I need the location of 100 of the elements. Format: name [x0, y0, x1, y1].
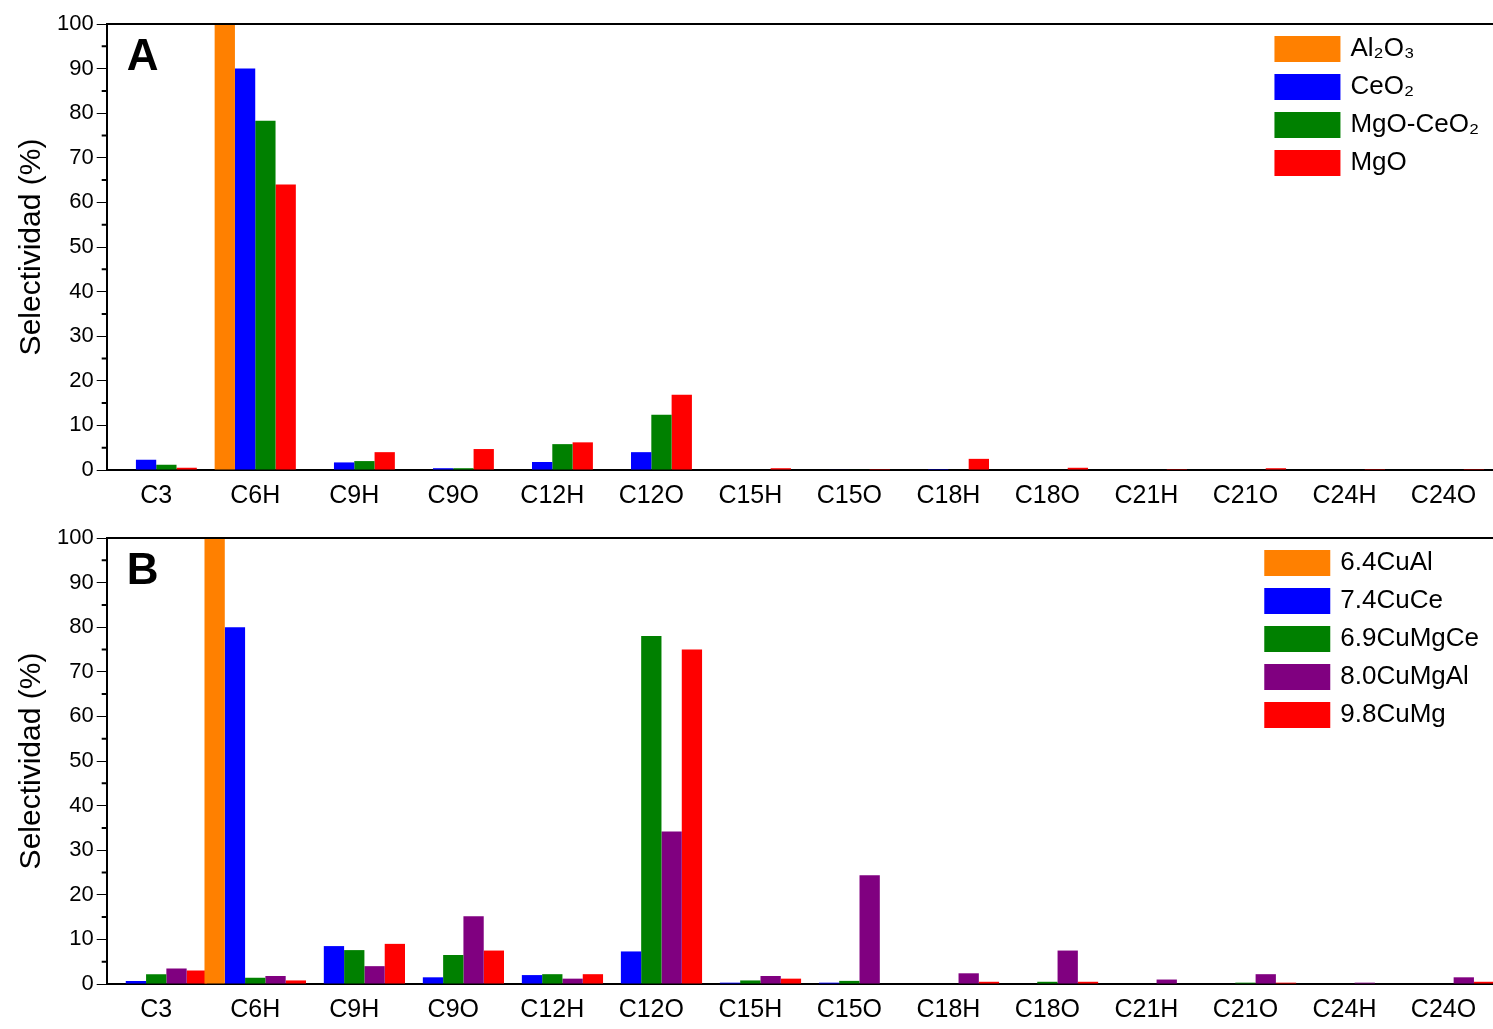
x-tick-label: C15O: [816, 479, 883, 508]
bar: [958, 973, 979, 984]
x-tick-label: C12O: [618, 993, 684, 1022]
annotation: B: [126, 544, 159, 594]
x-tick-label: C24O: [1410, 993, 1477, 1022]
y-tick-label: 50: [69, 233, 94, 259]
y-tick-label: 70: [69, 143, 94, 169]
y-tick-label: 60: [69, 188, 94, 214]
x-tick-label: C6H: [230, 993, 281, 1022]
bar: [224, 627, 246, 984]
legend-label: MgO: [1350, 146, 1407, 177]
x-tick-label: C12H: [520, 993, 585, 1022]
bar: [542, 974, 563, 984]
y-tick-label: 100: [56, 10, 94, 36]
bar: [166, 968, 187, 984]
x-tick-label: C21H: [1114, 479, 1179, 508]
legend-label: 6.9CuMgCe: [1340, 622, 1479, 653]
x-tick-label: C6H: [230, 479, 281, 508]
legend-label: 9.8CuMg: [1340, 698, 1446, 729]
y-tick-label: 10: [69, 411, 94, 437]
x-tick-label: C9O: [427, 479, 479, 508]
y-tick-label: 80: [69, 613, 94, 639]
x-tick-label: C15H: [718, 993, 783, 1022]
annotation: A: [126, 30, 159, 80]
bar: [473, 449, 494, 470]
x-tick-label: C12O: [618, 479, 684, 508]
bar: [552, 444, 573, 470]
y-axis-title: Selectividad (%): [13, 138, 47, 356]
bar: [135, 459, 157, 470]
legend-label: 8.0CuMgAl: [1340, 660, 1469, 691]
y-axis-title: Selectividad (%): [13, 652, 47, 870]
legend-label: 7.4CuCe: [1340, 584, 1443, 615]
bar: [374, 452, 395, 470]
x-tick-label: C18O: [1014, 479, 1081, 508]
x-tick-label: C18O: [1014, 993, 1081, 1022]
x-tick-label: C24H: [1312, 479, 1377, 508]
legend-label: CeO₂: [1350, 70, 1415, 101]
bar: [275, 184, 296, 470]
y-tick-label: 30: [69, 322, 94, 348]
y-tick-label: 20: [69, 366, 94, 392]
bar: [1057, 950, 1078, 984]
x-tick-label: C3: [140, 479, 173, 508]
legend-label: Al₂O₃: [1350, 32, 1415, 63]
bar: [760, 975, 781, 984]
y-tick-label: 0: [81, 456, 94, 482]
x-tick-label: C21O: [1212, 993, 1279, 1022]
x-tick-label: C9H: [329, 479, 380, 508]
bar: [582, 974, 604, 984]
y-tick-label: 90: [69, 568, 94, 594]
x-tick-label: C18H: [916, 479, 981, 508]
y-tick-label: 50: [69, 747, 94, 773]
x-tick-label: C21H: [1114, 993, 1179, 1022]
bar: [661, 831, 682, 984]
y-tick-label: 10: [69, 925, 94, 951]
bar: [1156, 979, 1177, 984]
y-tick-label: 70: [69, 657, 94, 683]
y-tick-label: 80: [69, 99, 94, 125]
bar: [146, 974, 167, 984]
bar: [384, 943, 406, 984]
bar: [125, 980, 147, 984]
bar: [532, 461, 553, 470]
bar: [204, 538, 225, 984]
x-tick-label: C15O: [816, 993, 883, 1022]
bar: [740, 980, 761, 984]
x-tick-label: C21O: [1212, 479, 1279, 508]
bar: [1453, 977, 1474, 984]
bar: [214, 24, 235, 470]
y-tick-label: 20: [69, 880, 94, 906]
bar: [859, 875, 880, 984]
bar: [620, 951, 642, 984]
legend-label: MgO-CeO₂: [1350, 108, 1480, 139]
x-tick-label: C9O: [427, 993, 479, 1022]
x-tick-label: C24H: [1312, 993, 1377, 1022]
x-tick-label: C12H: [520, 479, 585, 508]
bar: [572, 442, 593, 470]
x-tick-label: C24O: [1410, 479, 1477, 508]
bar: [681, 649, 703, 984]
bar: [333, 462, 355, 470]
bar: [839, 980, 860, 984]
bar: [671, 394, 692, 470]
bar: [364, 966, 385, 984]
bar: [245, 977, 266, 984]
y-tick-label: 0: [81, 970, 94, 996]
bar: [285, 980, 306, 984]
bar: [422, 977, 444, 984]
bar: [1255, 974, 1276, 984]
bar: [651, 414, 672, 470]
bar: [463, 916, 484, 984]
bar: [631, 452, 652, 470]
bar: [562, 978, 583, 984]
y-tick-label: 90: [69, 54, 94, 80]
bar: [521, 975, 543, 984]
y-tick-label: 30: [69, 836, 94, 862]
x-tick-label: C9H: [329, 993, 380, 1022]
bar: [483, 950, 505, 984]
x-tick-label: C15H: [718, 479, 783, 508]
bar: [323, 946, 345, 984]
x-tick-label: C3: [140, 993, 173, 1022]
bar: [443, 955, 464, 984]
y-tick-label: 100: [56, 524, 94, 550]
